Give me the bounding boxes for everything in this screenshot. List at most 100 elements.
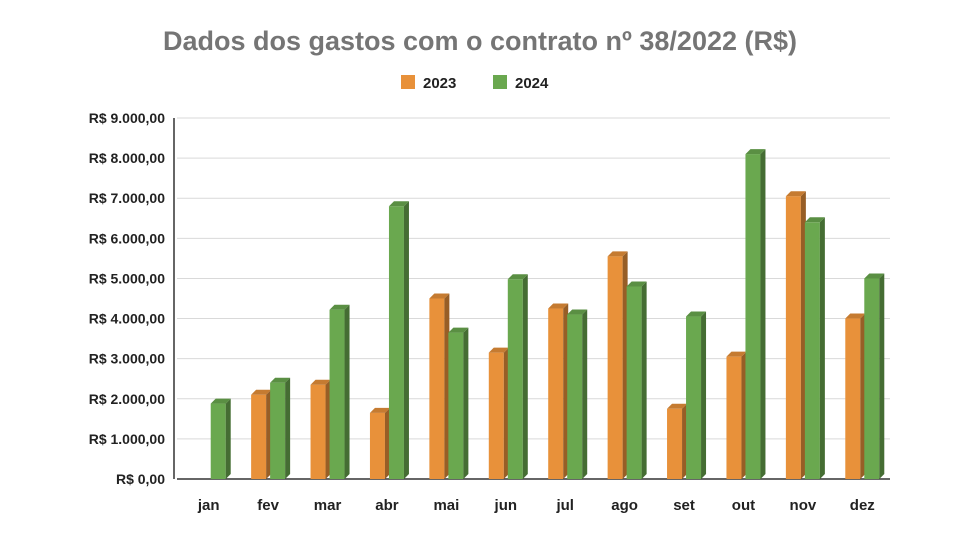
legend-item-2024: 2024 — [493, 75, 549, 92]
x-tick-label: jan — [197, 497, 220, 514]
x-tick-label: fev — [257, 497, 279, 514]
x-tick-label: mar — [314, 497, 342, 514]
x-tick-label: abr — [375, 497, 399, 514]
x-tick-label: mai — [433, 497, 459, 514]
bar-top — [726, 351, 747, 357]
bar-top — [785, 191, 806, 197]
bar-top — [567, 309, 588, 315]
bar-top — [448, 327, 469, 333]
bar-top — [507, 274, 528, 280]
bar-side — [285, 377, 291, 479]
bar-2023-mai — [429, 293, 450, 479]
y-tick-label: R$ 1.000,00 — [89, 431, 165, 447]
bar-front — [369, 412, 385, 479]
bar-2023-jul — [548, 303, 569, 479]
bar-top — [686, 311, 707, 317]
y-tick-label: R$ 3.000,00 — [89, 351, 165, 367]
bar-2024-mai — [448, 327, 469, 479]
bar-top — [429, 293, 450, 299]
bar-2023-dez — [845, 313, 866, 479]
legend-swatch — [401, 75, 415, 89]
bar-front — [667, 408, 683, 479]
bar-side — [760, 149, 766, 479]
x-tick-label: dez — [850, 497, 875, 514]
bar-front — [310, 384, 326, 479]
bar-2024-set — [686, 311, 707, 479]
bar-front — [626, 286, 642, 479]
chart-legend: 2023 2024 — [401, 75, 549, 92]
bar-2024-abr — [388, 201, 409, 479]
bar-2024-jul — [567, 309, 588, 479]
bar-side — [741, 351, 747, 479]
bar-side — [701, 311, 707, 479]
bar-2024-out — [745, 149, 766, 479]
bar-top — [626, 281, 647, 287]
bar-side — [384, 407, 390, 479]
bar-side — [682, 403, 688, 479]
bar-2023-nov — [785, 191, 806, 479]
legend-label: 2024 — [515, 75, 549, 92]
bar-2024-fev — [270, 377, 291, 479]
bar-front — [507, 279, 523, 479]
bar-top — [388, 201, 409, 207]
y-tick-label: R$ 7.000,00 — [89, 190, 165, 206]
bar-front — [548, 308, 564, 479]
bar-top — [607, 251, 628, 257]
bar-front — [388, 206, 404, 479]
y-tick-label: R$ 9.000,00 — [89, 110, 165, 126]
bar-top — [369, 407, 390, 413]
bar-top — [804, 217, 825, 223]
bar-side — [622, 251, 628, 479]
bar-top — [251, 389, 272, 395]
y-tick-label: R$ 2.000,00 — [89, 391, 165, 407]
chart-title: Dados dos gastos com o contrato nº 38/20… — [163, 26, 797, 56]
x-tick-label: jul — [555, 497, 574, 514]
y-tick-label: R$ 0,00 — [116, 471, 165, 487]
bar-side — [641, 281, 647, 479]
bar-side — [225, 398, 231, 479]
bar-top — [488, 347, 509, 353]
x-tick-label: ago — [611, 497, 638, 514]
bar-2024-jan — [210, 398, 231, 479]
bar-side — [444, 293, 450, 479]
bar-front — [745, 154, 761, 479]
bar-top — [667, 403, 688, 409]
y-axis: R$ 0,00 R$ 1.000,00 R$ 2.000,00 R$ 3.000,00… — [89, 110, 175, 487]
chart-bars — [210, 149, 885, 480]
bar-side — [403, 201, 409, 479]
bar-2024-nov — [804, 217, 825, 480]
legend-swatch — [493, 75, 507, 89]
bar-2023-jun — [488, 347, 509, 479]
bar-front — [251, 394, 267, 479]
bar-front — [210, 403, 226, 479]
bar-side — [800, 191, 806, 479]
bar-2023-out — [726, 351, 747, 479]
bar-side — [563, 303, 569, 479]
bar-front — [329, 309, 345, 479]
bar-front — [448, 332, 464, 479]
bar-top — [745, 149, 766, 155]
y-tick-label: R$ 5.000,00 — [89, 270, 165, 286]
chart-gridlines — [177, 117, 890, 480]
bar-2024-mar — [329, 304, 350, 479]
legend-item-2023: 2023 — [401, 75, 456, 92]
bar-front — [270, 382, 286, 479]
bar-side — [463, 327, 469, 479]
bar-top — [329, 304, 350, 310]
bar-side — [522, 274, 528, 479]
bar-top — [845, 313, 866, 319]
bar-front — [686, 316, 702, 479]
x-axis: jan fev mar abr mai jun jul ago set out nov dez — [197, 497, 875, 514]
bar-front — [864, 278, 880, 479]
bar-front — [567, 314, 583, 479]
x-tick-label: jun — [494, 497, 518, 514]
bar-front — [785, 196, 801, 479]
bar-2023-abr — [369, 407, 390, 479]
bar-2024-dez — [864, 273, 885, 479]
bar-side — [266, 389, 272, 479]
x-tick-label: out — [732, 497, 755, 514]
bar-2023-set — [667, 403, 688, 479]
bar-front — [726, 356, 742, 479]
bar-top — [270, 377, 291, 383]
